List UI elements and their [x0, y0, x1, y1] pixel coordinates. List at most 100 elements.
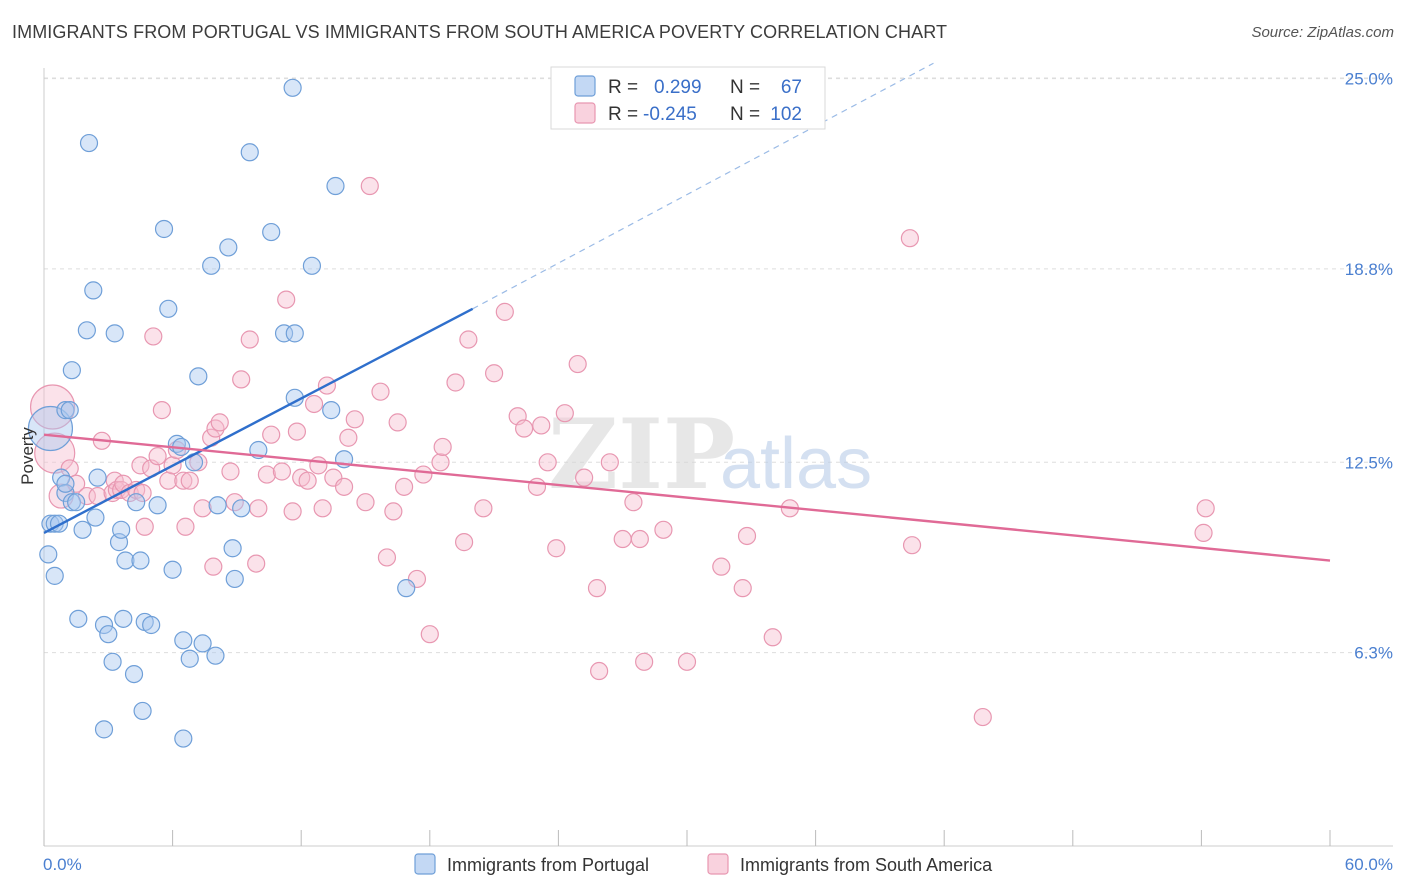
south-america-point-15	[131, 456, 150, 475]
south-america-point-68	[446, 373, 465, 392]
south-america-point-100	[1194, 523, 1213, 542]
south-america-point-27	[180, 471, 199, 490]
x-tick-label-min: 0.0%	[43, 855, 82, 874]
south-america-point-1	[34, 432, 76, 474]
legend-r-label-south-america: R =	[608, 104, 638, 125]
south-america-point-37	[240, 330, 259, 349]
south-america-point-60	[384, 502, 403, 521]
portugal-point-12	[62, 361, 81, 380]
portugal-point-1	[39, 545, 58, 564]
axes	[43, 68, 1393, 847]
portugal-point-31	[127, 493, 146, 512]
south-america-point-90	[654, 520, 673, 539]
south-america-point-77	[532, 416, 551, 435]
south-america-point-20	[148, 447, 167, 466]
portugal-point-8	[56, 474, 75, 493]
chart-title: IMMIGRANTS FROM PORTUGAL VS IMMIGRANTS F…	[12, 22, 948, 42]
y-axis-label: Poverty	[18, 427, 37, 485]
south-america-point-101	[1196, 499, 1215, 518]
south-america-point-83	[587, 579, 607, 598]
south-america-point-75	[515, 419, 534, 438]
south-america-point-38	[247, 554, 266, 573]
portugal-point-20	[69, 609, 88, 628]
south-america-point-97	[900, 229, 920, 248]
y-tick-label-3: 25.0%	[1345, 70, 1393, 89]
south-america-point-65	[420, 625, 439, 644]
watermark: ZIP atlas	[548, 398, 872, 511]
correlation-legend: R = 0.299 N = 67 R = -0.245 N = 102	[550, 66, 826, 130]
south-america-point-66	[431, 453, 450, 472]
south-america-point-59	[377, 548, 397, 567]
portugal-point-62	[302, 256, 322, 275]
south-america-point-86	[613, 529, 632, 549]
portugal-point-21	[94, 615, 114, 635]
portugal-point-32	[131, 551, 150, 570]
watermark-atlas: atlas	[720, 424, 872, 504]
bottom-legend-swatch-south-america	[707, 853, 729, 875]
portugal-point-47	[193, 634, 212, 653]
south-america-point-41	[262, 425, 281, 444]
portugal-point-15	[77, 321, 96, 340]
trend-lines	[43, 62, 1331, 562]
south-america-point-43	[277, 290, 296, 309]
south-america-point-87	[624, 493, 643, 512]
south-america-point-62	[394, 477, 414, 496]
portugal-point-51	[219, 238, 238, 257]
legend-n-value-portugal: 67	[781, 77, 802, 98]
south-america-point-82	[575, 468, 594, 487]
portugal-point-61	[283, 78, 302, 97]
south-america-point-95	[763, 628, 782, 647]
portugal-point-36	[148, 496, 167, 515]
south-america-point-58	[371, 382, 390, 401]
south-america-point-28	[189, 453, 208, 472]
portugal-point-66	[397, 579, 416, 598]
south-america-point-91	[677, 652, 697, 671]
south-america-point-64	[414, 465, 433, 484]
portugal-point-18	[88, 468, 107, 487]
portugal-point-42	[174, 729, 193, 748]
south-america-point-29	[193, 499, 212, 518]
south-america-point-56	[356, 493, 375, 512]
portugal-point-59	[285, 324, 304, 343]
south-america-point-19	[144, 327, 163, 346]
bottom-legend-label-portugal: Immigrants from Portugal	[447, 855, 649, 875]
legend-box	[550, 66, 826, 130]
south-america-point-80	[555, 404, 574, 423]
south-america-point-47	[298, 471, 317, 490]
south-america-point-78	[538, 453, 557, 472]
portugal-point-10	[60, 401, 79, 420]
portugal-point-46	[189, 367, 208, 386]
portugal-point-22	[99, 625, 118, 644]
south-america-point-61	[388, 413, 407, 432]
legend-n-label-portugal: N =	[730, 77, 760, 98]
south-america-point-48	[304, 394, 324, 414]
legend-r-value-portugal: 0.299	[654, 77, 702, 98]
south-america-point-40	[257, 465, 277, 484]
portugal-point-38	[159, 299, 178, 318]
portugal-point-63	[322, 401, 341, 420]
portugal-point-55	[240, 143, 259, 162]
y-tick-label-2: 18.8%	[1345, 260, 1393, 279]
south-america-point-81	[568, 354, 587, 374]
portugal-point-14	[73, 520, 92, 539]
south-america-point-98	[902, 536, 922, 555]
south-america-point-31	[204, 557, 223, 576]
south-america-point-42	[272, 462, 292, 481]
portugal-point-50	[208, 496, 227, 515]
portugal-point-13	[67, 493, 86, 512]
south-america-point-93	[733, 579, 752, 598]
portugal-point-28	[114, 609, 133, 628]
south-america-point-84	[590, 661, 609, 681]
south-america-point-50	[313, 499, 332, 518]
portugal-point-39	[163, 560, 182, 579]
portugal-point-16	[79, 133, 99, 153]
south-america-point-94	[737, 526, 757, 546]
portugal-point-53	[225, 569, 244, 589]
y-tick-labels: 6.3% 12.5% 18.8% 25.0%	[1345, 70, 1393, 663]
portugal-point-11	[62, 493, 81, 512]
south-america-point-92	[712, 557, 731, 576]
portugal-point-19	[86, 508, 105, 527]
bottom-legend-label-south-america: Immigrants from South America	[740, 855, 993, 875]
south-america-point-49	[309, 456, 328, 475]
